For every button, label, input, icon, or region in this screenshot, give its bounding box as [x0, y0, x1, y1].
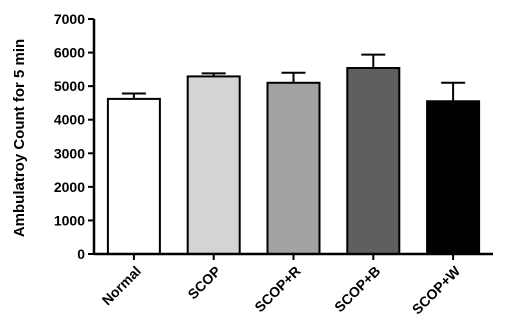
y-tick-label: 3000	[54, 145, 85, 161]
error-bars	[121, 53, 466, 102]
x-tick-label: Normal	[99, 263, 144, 308]
x-tick-label: SCOP	[184, 263, 223, 302]
y-tick-label: 0	[77, 246, 85, 262]
bar-scop-w	[426, 100, 481, 255]
x-tick-label: SCOP+W	[409, 262, 464, 317]
x-tick-label: SCOP+R	[251, 263, 303, 315]
y-tick-label: 6000	[54, 45, 85, 61]
bar-scop-r	[266, 81, 321, 255]
y-tick-label: 7000	[54, 11, 85, 27]
y-axis-ticks: 0 1000 2000 3000 4000 5000 6000 7000	[54, 11, 94, 262]
x-tick-label: SCOP+B	[331, 263, 383, 315]
axis-title-layer: Ambulatroy Count for 5 min	[11, 39, 28, 237]
bars	[106, 67, 481, 256]
y-tick-label: 4000	[54, 112, 85, 128]
y-tick-label: 5000	[54, 78, 85, 94]
y-tick-label: 2000	[54, 179, 85, 195]
x-axis-ticks: Normal SCOP SCOP+R SCOP+B SCOP+W	[99, 254, 464, 317]
bar-scop	[186, 75, 241, 255]
y-axis-title: Ambulatroy Count for 5 min	[11, 39, 28, 237]
axes	[92, 19, 493, 256]
bar-scop-b	[346, 67, 401, 255]
y-tick-label: 1000	[54, 212, 85, 228]
bar-normal	[106, 97, 161, 256]
